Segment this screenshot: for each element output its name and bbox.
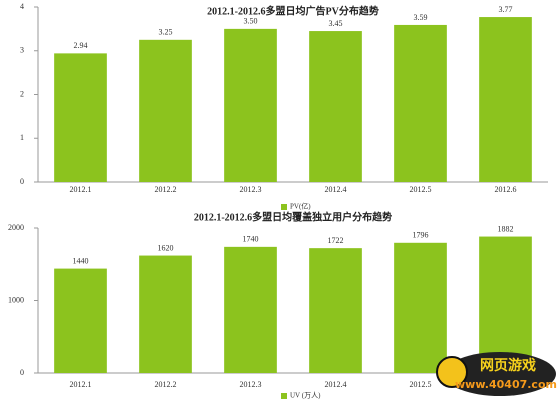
value-label: 3.59: [414, 13, 428, 22]
x-tick-label: 2012.6: [495, 185, 517, 194]
value-label: 1620: [158, 243, 174, 252]
y-tick-label: 2: [20, 89, 24, 98]
legend-swatch: [281, 393, 287, 399]
bar: [309, 248, 362, 373]
bar: [479, 17, 532, 182]
x-tick-label: 2012.4: [325, 380, 347, 389]
watermark-url: www.40407.com: [455, 378, 557, 391]
value-label: 1440: [73, 256, 89, 265]
value-label: 3.25: [159, 28, 173, 37]
bar: [224, 246, 277, 373]
y-tick-label: 4: [20, 2, 24, 11]
y-tick-label: 2000: [8, 223, 24, 232]
bar: [54, 53, 107, 182]
x-tick-label: 2012.1: [70, 380, 92, 389]
value-label: 3.45: [329, 19, 343, 28]
x-tick-label: 2012.4: [325, 185, 347, 194]
value-label: 3.50: [244, 17, 258, 26]
chart-title: 2012.1-2012.6多盟日均广告PV分布趋势: [207, 4, 379, 17]
value-label: 2.94: [74, 41, 88, 50]
bar: [394, 24, 447, 182]
y-tick-label: 1000: [8, 295, 24, 304]
watermark-title: 网页游戏: [480, 357, 536, 374]
value-label: 1722: [328, 236, 344, 245]
y-tick-label: 0: [20, 368, 24, 377]
chart-title: 2012.1-2012.6多盟日均覆盖独立用户分布趋势: [194, 210, 392, 223]
legend-swatch: [281, 204, 287, 210]
x-tick-label: 2012.3: [240, 380, 262, 389]
x-tick-label: 2012.2: [155, 380, 177, 389]
bar: [139, 255, 192, 373]
x-tick-label: 2012.3: [240, 185, 262, 194]
x-tick-label: 2012.2: [155, 185, 177, 194]
legend-label: UV (万人): [290, 392, 321, 400]
x-tick-label: 2012.1: [70, 185, 92, 194]
bar: [54, 268, 107, 373]
legend-label: PV(亿): [290, 202, 311, 211]
value-label: 1882: [498, 224, 514, 233]
value-label: 1740: [243, 235, 259, 244]
x-tick-label: 2012.5: [410, 380, 432, 389]
y-tick-label: 0: [20, 177, 24, 186]
x-tick-label: 2012.5: [410, 185, 432, 194]
value-label: 1796: [413, 231, 429, 240]
bar: [394, 242, 447, 373]
bar: [224, 28, 277, 182]
bar: [479, 236, 532, 373]
y-tick-label: 3: [20, 46, 24, 55]
value-label: 3.77: [499, 5, 513, 14]
bar: [139, 39, 192, 182]
y-tick-label: 1: [20, 133, 24, 142]
watermark-icon: [436, 356, 468, 388]
bar: [309, 31, 362, 182]
watermark-badge: [444, 352, 556, 396]
